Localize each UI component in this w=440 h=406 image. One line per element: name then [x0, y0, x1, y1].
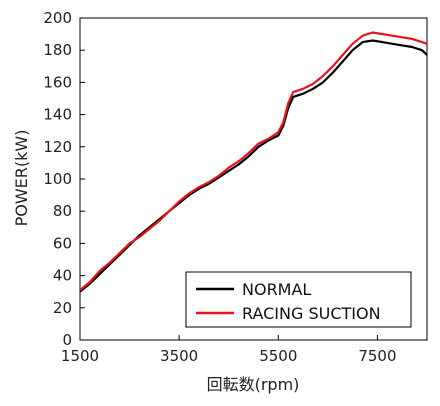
- y-tick-label: 140: [43, 106, 72, 124]
- series-line-normal: [79, 39, 428, 293]
- x-tick-label: 5500: [259, 347, 297, 365]
- y-tick-label: 80: [53, 202, 72, 220]
- y-tick-label: 60: [53, 234, 72, 252]
- y-tick-label: 180: [43, 41, 72, 59]
- y-tick-label: 0: [62, 331, 72, 349]
- legend: NORMAL RACING SUCTION: [185, 271, 412, 328]
- legend-label-racing-suction: RACING SUCTION: [242, 304, 381, 323]
- legend-label-normal: NORMAL: [242, 280, 311, 299]
- x-tick-label: 1500: [61, 347, 99, 365]
- y-tick-label: 40: [53, 267, 72, 285]
- x-tick-label: 3500: [160, 347, 198, 365]
- y-tick-label: 120: [43, 138, 72, 156]
- y-tick-label: 160: [43, 73, 72, 91]
- series-line-racing-suction: [79, 31, 428, 291]
- series-layer: [79, 31, 428, 293]
- x-axis-title: 回転数(rpm): [207, 375, 300, 394]
- y-tick-label: 100: [43, 170, 72, 188]
- x-tick-label: 7500: [358, 347, 396, 365]
- y-axis-title: POWER(kW): [12, 130, 31, 227]
- legend-box: [185, 271, 412, 328]
- y-axis-ticks: 0 20 40 60 80 100 120 140 160 180 200: [43, 9, 85, 349]
- x-axis-ticks: 1500 3500 5500 7500: [61, 335, 397, 365]
- y-tick-label: 20: [53, 299, 72, 317]
- y-tick-label: 200: [43, 9, 72, 27]
